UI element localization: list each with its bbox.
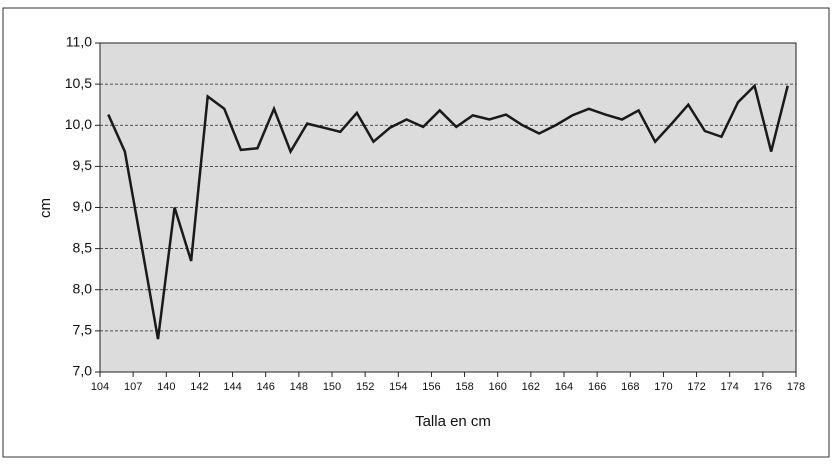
y-tick-label: 10,0 bbox=[65, 116, 92, 132]
x-tick-label: 166 bbox=[588, 381, 606, 393]
x-tick-label: 144 bbox=[223, 381, 241, 393]
y-tick-label: 7,5 bbox=[73, 322, 93, 338]
x-tick-label: 174 bbox=[721, 381, 739, 393]
x-tick-label: 154 bbox=[389, 381, 407, 393]
x-tick-label: 164 bbox=[555, 381, 573, 393]
x-tick-label: 168 bbox=[621, 381, 639, 393]
x-tick-label: 156 bbox=[422, 381, 440, 393]
x-tick-label: 162 bbox=[522, 381, 540, 393]
x-tick-label: 142 bbox=[190, 381, 208, 393]
x-tick-label: 104 bbox=[91, 381, 109, 393]
x-tick-label: 140 bbox=[157, 381, 175, 393]
y-tick-label: 10,5 bbox=[65, 75, 92, 91]
data-line bbox=[107, 83, 789, 340]
x-tick-label: 160 bbox=[489, 381, 507, 393]
y-tick-label: 8,0 bbox=[73, 280, 93, 296]
y-axis-title: cm bbox=[37, 198, 54, 218]
x-tick-label: 107 bbox=[124, 381, 142, 393]
x-tick-label: 146 bbox=[257, 381, 275, 393]
x-tick-label: 158 bbox=[455, 381, 473, 393]
x-tick-label: 176 bbox=[754, 381, 772, 393]
x-tick-label: 152 bbox=[356, 381, 374, 393]
y-tick-label: 8,5 bbox=[73, 239, 93, 255]
x-tick-label: 148 bbox=[290, 381, 308, 393]
x-tick-label: 150 bbox=[323, 381, 341, 393]
y-tick-label: 9,5 bbox=[73, 157, 93, 173]
y-tick-label: 9,0 bbox=[73, 198, 93, 214]
y-tick-label: 7,0 bbox=[73, 363, 93, 379]
y-tick-label: 11,0 bbox=[66, 34, 92, 50]
x-tick-label: 178 bbox=[787, 381, 805, 393]
x-tick-label: 170 bbox=[654, 381, 672, 393]
x-axis-title: Talla en cm bbox=[415, 413, 491, 430]
x-tick-label: 172 bbox=[687, 381, 705, 393]
